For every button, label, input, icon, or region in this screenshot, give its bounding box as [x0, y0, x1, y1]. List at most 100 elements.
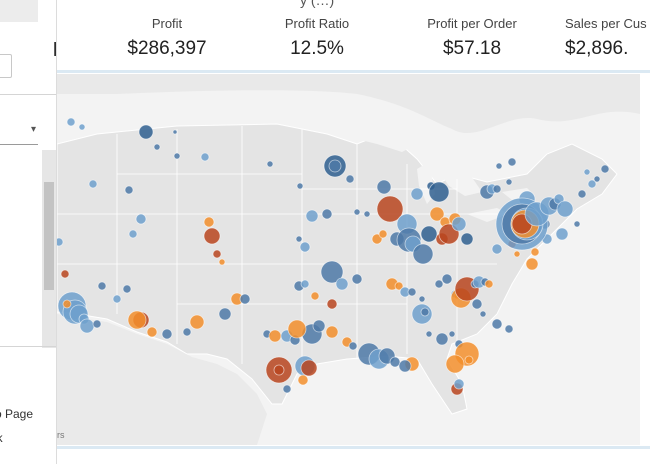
- map-marker[interactable]: [460, 232, 474, 246]
- map-marker[interactable]: [348, 341, 358, 351]
- map-marker[interactable]: [600, 164, 610, 174]
- map-marker[interactable]: [212, 249, 222, 259]
- sidebar-link-second[interactable]: o Page: [0, 407, 34, 421]
- map-marker[interactable]: [504, 324, 514, 334]
- map-marker[interactable]: [172, 129, 178, 135]
- map-marker[interactable]: [398, 359, 412, 373]
- map-marker[interactable]: [300, 359, 318, 377]
- map-marker[interactable]: [429, 206, 445, 222]
- map-marker[interactable]: [182, 327, 192, 337]
- map-marker[interactable]: [112, 294, 122, 304]
- map-marker[interactable]: [62, 299, 72, 309]
- map-marker[interactable]: [122, 284, 132, 294]
- map-markers[interactable]: [57, 117, 610, 396]
- map-marker[interactable]: [464, 355, 474, 365]
- map-marker[interactable]: [425, 330, 433, 338]
- map-marker[interactable]: [189, 314, 205, 330]
- map-marker[interactable]: [583, 168, 591, 176]
- map-marker[interactable]: [138, 124, 154, 140]
- map-marker[interactable]: [471, 298, 483, 310]
- map-marker[interactable]: [448, 330, 456, 338]
- map-marker[interactable]: [412, 243, 434, 265]
- map-marker[interactable]: [441, 273, 453, 285]
- map-marker[interactable]: [325, 325, 339, 339]
- map-marker[interactable]: [310, 291, 320, 301]
- map-marker[interactable]: [161, 328, 173, 340]
- map-marker[interactable]: [378, 229, 388, 239]
- map-marker[interactable]: [435, 332, 449, 346]
- map-marker[interactable]: [593, 175, 601, 183]
- map-marker[interactable]: [351, 273, 363, 285]
- map-marker[interactable]: [97, 281, 107, 291]
- map-marker[interactable]: [525, 257, 539, 271]
- map-marker[interactable]: [376, 179, 392, 195]
- map-marker[interactable]: [296, 182, 304, 190]
- map-marker[interactable]: [573, 220, 581, 228]
- sidebar-dropdown[interactable]: ▾: [0, 120, 38, 145]
- map-marker[interactable]: [88, 179, 98, 189]
- map-marker[interactable]: [299, 241, 311, 253]
- map-marker[interactable]: [376, 195, 404, 223]
- map-marker[interactable]: [577, 189, 587, 199]
- map-marker[interactable]: [320, 260, 344, 284]
- map-marker[interactable]: [60, 269, 70, 279]
- map-marker[interactable]: [218, 258, 226, 266]
- map-marker[interactable]: [420, 307, 430, 317]
- sidebar-search-input[interactable]: [0, 54, 12, 78]
- map-marker[interactable]: [434, 279, 444, 289]
- map-marker[interactable]: [300, 279, 310, 289]
- map-marker[interactable]: [326, 298, 338, 310]
- map-marker[interactable]: [92, 319, 102, 329]
- map-marker[interactable]: [335, 277, 349, 291]
- map-marker[interactable]: [66, 117, 76, 127]
- map-marker[interactable]: [353, 208, 361, 216]
- map-marker[interactable]: [410, 187, 424, 201]
- map-marker[interactable]: [124, 185, 134, 195]
- map-marker[interactable]: [218, 307, 232, 321]
- map-marker[interactable]: [127, 310, 147, 330]
- map-marker[interactable]: [200, 152, 210, 162]
- us-map[interactable]: [57, 74, 640, 445]
- map-canvas[interactable]: [57, 74, 640, 445]
- map-marker[interactable]: [135, 213, 147, 225]
- sidebar-scrollbar-thumb[interactable]: [44, 182, 54, 290]
- map-marker[interactable]: [305, 209, 319, 223]
- map-marker[interactable]: [321, 208, 333, 220]
- map-marker[interactable]: [420, 225, 438, 243]
- map-marker[interactable]: [128, 229, 138, 239]
- map-marker[interactable]: [312, 319, 326, 333]
- map-marker[interactable]: [556, 200, 574, 218]
- map-marker[interactable]: [445, 354, 465, 374]
- map-marker[interactable]: [407, 287, 417, 297]
- map-marker[interactable]: [79, 318, 95, 334]
- map-marker[interactable]: [345, 174, 355, 184]
- map-marker[interactable]: [507, 157, 517, 167]
- map-marker[interactable]: [282, 384, 292, 394]
- map-marker[interactable]: [239, 293, 251, 305]
- map-marker[interactable]: [394, 281, 404, 291]
- map-marker[interactable]: [78, 123, 86, 131]
- map-marker[interactable]: [587, 179, 597, 189]
- map-marker[interactable]: [484, 279, 494, 289]
- map-marker[interactable]: [530, 247, 540, 257]
- map-marker[interactable]: [492, 184, 502, 194]
- map-marker[interactable]: [451, 216, 467, 232]
- map-marker[interactable]: [153, 143, 161, 151]
- map-marker[interactable]: [266, 160, 274, 168]
- map-marker[interactable]: [428, 181, 450, 203]
- map-marker[interactable]: [491, 318, 503, 330]
- map-marker[interactable]: [513, 250, 521, 258]
- map-marker[interactable]: [418, 295, 426, 303]
- map-marker[interactable]: [363, 210, 371, 218]
- map-marker[interactable]: [203, 216, 215, 228]
- sidebar-link-third[interactable]: nk: [0, 431, 3, 445]
- map-marker[interactable]: [57, 237, 64, 247]
- map-marker[interactable]: [495, 162, 503, 170]
- map-marker[interactable]: [273, 364, 285, 376]
- map-marker[interactable]: [146, 326, 158, 338]
- map-marker[interactable]: [491, 243, 503, 255]
- map-marker[interactable]: [389, 356, 401, 368]
- map-marker[interactable]: [295, 235, 303, 243]
- map-marker[interactable]: [453, 378, 465, 390]
- map-marker[interactable]: [479, 310, 487, 318]
